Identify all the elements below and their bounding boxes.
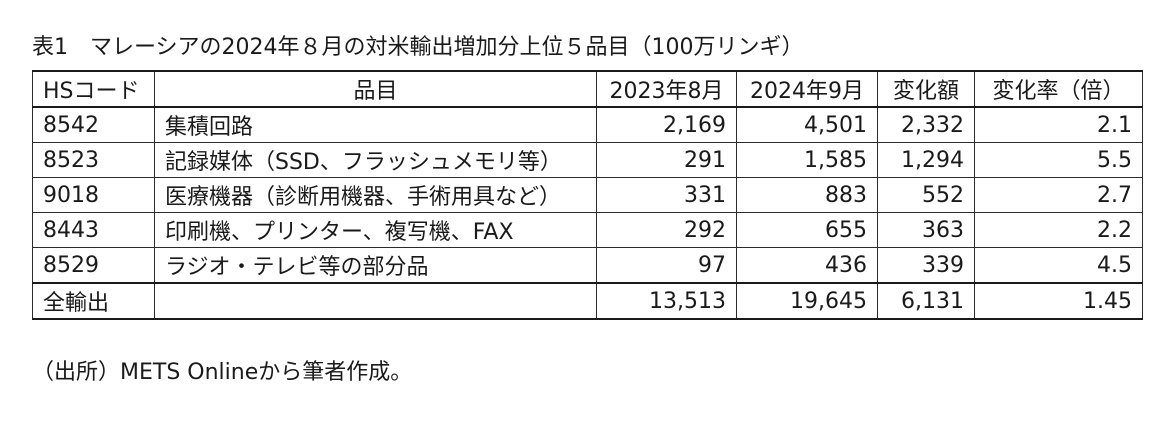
cell-2023: 331: [596, 177, 737, 213]
cell-ratio: 4.5: [974, 247, 1143, 284]
cell-item: ラジオ・テレビ等の部分品: [154, 247, 597, 284]
cell-change: 2,332: [877, 106, 975, 143]
cell-2024: 1,585: [736, 142, 878, 178]
cell-2024: 655: [736, 212, 878, 248]
table-row: 8542 集積回路 2,169 4,501 2,332 2.1: [32, 106, 1143, 143]
cell-hs: 9018: [32, 177, 155, 213]
total-label: 全輸出: [32, 282, 155, 320]
total-2024: 19,645: [736, 282, 878, 320]
cell-item: 印刷機、プリンター、複写機、FAX: [154, 212, 597, 248]
total-2023: 13,513: [596, 282, 737, 320]
cell-change: 1,294: [877, 142, 975, 178]
total-change: 6,131: [877, 282, 975, 320]
cell-ratio: 5.5: [974, 142, 1143, 178]
cell-ratio: 2.7: [974, 177, 1143, 213]
total-item: [154, 282, 597, 320]
cell-item: 記録媒体（SSD、フラッシュメモリ等）: [154, 142, 597, 178]
cell-item: 医療機器（診断用機器、手術用具など）: [154, 177, 597, 213]
cell-2023: 97: [596, 247, 737, 284]
cell-2023: 291: [596, 142, 737, 178]
cell-hs: 8529: [32, 247, 155, 284]
table-row: 8443 印刷機、プリンター、複写機、FAX 292 655 363 2.2: [32, 212, 1143, 248]
cell-hs: 8443: [32, 212, 155, 248]
header-hs-code: HSコード: [32, 70, 155, 108]
cell-change: 339: [877, 247, 975, 284]
cell-hs: 8542: [32, 106, 155, 143]
header-ratio: 変化率（倍）: [974, 70, 1143, 108]
cell-2023: 2,169: [596, 106, 737, 143]
cell-hs: 8523: [32, 142, 155, 178]
cell-2024: 436: [736, 247, 878, 284]
total-ratio: 1.45: [974, 282, 1143, 320]
header-change: 変化額: [877, 70, 975, 108]
table-row: 9018 医療機器（診断用機器、手術用具など） 331 883 552 2.7: [32, 177, 1143, 213]
table-caption: 表1 マレーシアの2024年８月の対米輸出増加分上位５品目（100万リンギ）: [32, 35, 804, 60]
cell-2024: 883: [736, 177, 878, 213]
cell-ratio: 2.2: [974, 212, 1143, 248]
export-table: HSコード 品目 2023年8月 2024年9月 変化額 変化率（倍） 8542…: [32, 70, 1143, 320]
header-item: 品目: [154, 70, 597, 108]
total-row: 全輸出 13,513 19,645 6,131 1.45: [32, 282, 1143, 320]
header-2024: 2024年9月: [736, 70, 878, 108]
cell-ratio: 2.1: [974, 106, 1143, 143]
cell-change: 552: [877, 177, 975, 213]
cell-item: 集積回路: [154, 106, 597, 143]
cell-2024: 4,501: [736, 106, 878, 143]
cell-2023: 292: [596, 212, 737, 248]
table-header-row: HSコード 品目 2023年8月 2024年9月 変化額 変化率（倍）: [32, 70, 1143, 108]
header-2023: 2023年8月: [596, 70, 737, 108]
source-note: （出所）METS Onlineから筆者作成。: [32, 360, 413, 385]
table-row: 8523 記録媒体（SSD、フラッシュメモリ等） 291 1,585 1,294…: [32, 142, 1143, 178]
table-row: 8529 ラジオ・テレビ等の部分品 97 436 339 4.5: [32, 247, 1143, 284]
cell-change: 363: [877, 212, 975, 248]
